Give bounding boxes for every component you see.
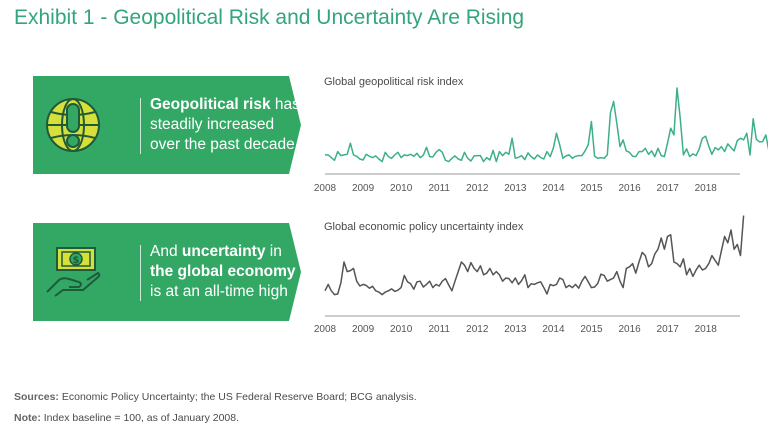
callout-bold-text: Geopolitical risk — [150, 96, 271, 113]
policy-uncertainty-x-tick-label: 2018 — [694, 324, 717, 335]
policy-uncertainty-x-tick-label: 2012 — [466, 324, 489, 335]
policy-uncertainty-x-tick-label: 2010 — [390, 324, 413, 335]
page-title: Exhibit 1 - Geopolitical Risk and Uncert… — [14, 6, 525, 29]
callout-bold-text: the global economy — [150, 263, 296, 280]
callout-text: Geopolitical risk has steadily increased… — [150, 95, 300, 155]
policy-uncertainty-x-tick-label: 2016 — [618, 324, 641, 335]
geopolitical-risk-x-tick-label: 2016 — [618, 183, 641, 194]
geopolitical-risk-x-tick-label: 2013 — [504, 183, 527, 194]
policy-uncertainty-x-tick-label: 2011 — [428, 324, 450, 335]
sources-line: Sources: Economic Policy Uncertainty; th… — [14, 391, 417, 403]
policy-uncertainty-x-tick-label: 2017 — [656, 324, 679, 335]
uncertainty-chart-title: Global economic policy uncertainty index — [324, 221, 524, 233]
geopolitical-risk-x-tick-label: 2012 — [466, 183, 489, 194]
policy-uncertainty-x-tick-label: 2015 — [580, 324, 603, 335]
callout-text-line: steadily increased — [150, 116, 275, 133]
callout-background — [33, 76, 301, 174]
policy-uncertainty-x-tick-label: 2014 — [542, 324, 565, 335]
callout-text-part: in — [265, 243, 282, 260]
note-text: Index baseline = 100, as of January 2008… — [40, 412, 240, 424]
economic-uncertainty-callout: $ And uncertainty in the global economy … — [33, 223, 301, 321]
note-line: Note: Index baseline = 100, as of Januar… — [14, 412, 239, 424]
svg-text:$: $ — [73, 255, 80, 266]
callout-divider — [140, 98, 141, 154]
geopolitical-risk-x-tick-label: 2008 — [313, 183, 337, 194]
policy-uncertainty-x-tick-label: 2013 — [504, 324, 527, 335]
geopolitical-risk-x-tick-label: 2014 — [542, 183, 565, 194]
geopolitical-risk-x-tick-label: 2015 — [580, 183, 603, 194]
geopolitical-risk-x-tick-label: 2010 — [390, 183, 413, 194]
callout-divider — [140, 245, 141, 301]
geopolitical-chart-title: Global geopolitical risk index — [324, 76, 464, 88]
callout-bold-text: uncertainty — [181, 243, 266, 260]
callout-text: And uncertainty in the global economy is… — [150, 242, 300, 302]
callout-text-line: is at an all-time high — [150, 283, 288, 300]
geopolitical-risk-series-line — [325, 87, 768, 163]
policy-uncertainty-x-tick-label: 2009 — [351, 324, 375, 335]
globe-warning-icon — [46, 98, 100, 152]
sources-text: Economic Policy Uncertainty; the US Fede… — [58, 391, 417, 403]
callout-text-line: over the past decade — [150, 136, 295, 153]
sources-label: Sources: — [14, 391, 59, 403]
geopolitical-risk-callout: Geopolitical risk has steadily increased… — [33, 76, 301, 174]
callout-text-part: And — [150, 243, 182, 260]
geopolitical-risk-x-tick-label: 2018 — [694, 183, 717, 194]
geopolitical-risk-x-tick-label: 2017 — [656, 183, 679, 194]
policy-uncertainty-x-tick-label: 2008 — [313, 324, 337, 335]
note-label: Note: — [14, 412, 41, 424]
geopolitical-risk-x-tick-label: 2011 — [428, 183, 450, 194]
policy-uncertainty-series-line — [324, 215, 745, 296]
geopolitical-risk-x-tick-label: 2009 — [351, 183, 375, 194]
callout-background — [33, 223, 301, 321]
callout-text-part: has — [270, 96, 300, 113]
money-hand-icon: $ — [46, 247, 101, 297]
